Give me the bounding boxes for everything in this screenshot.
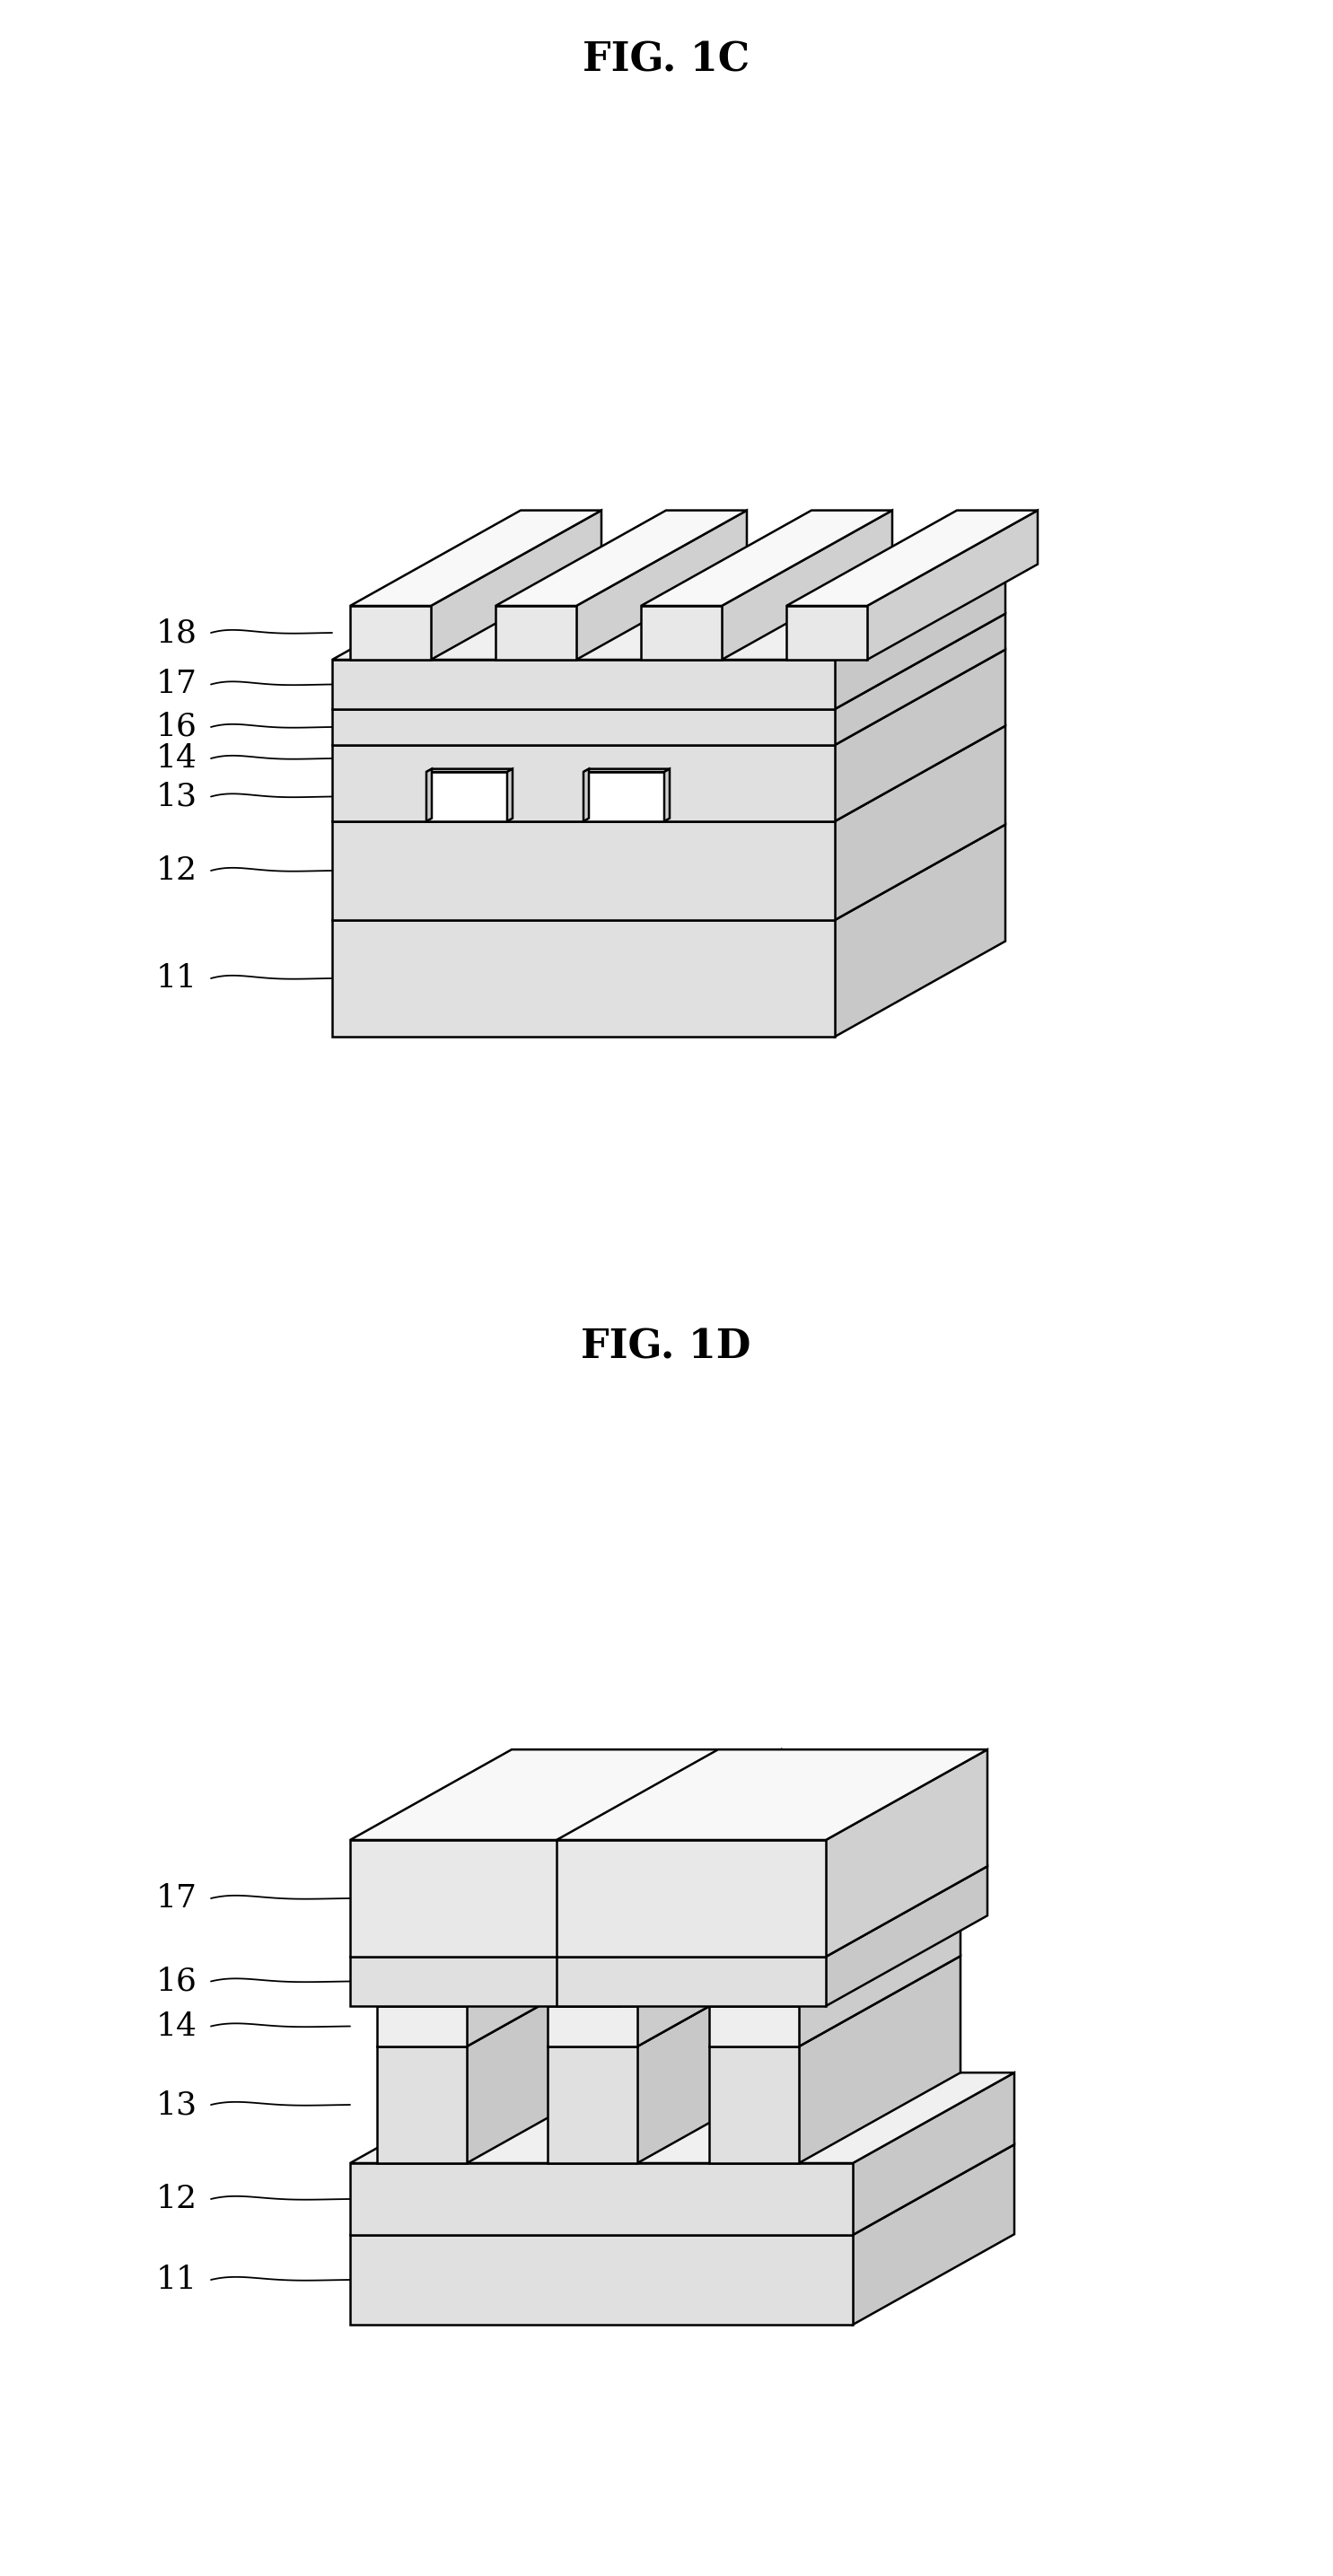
Polygon shape <box>721 510 892 659</box>
Text: FIG. 1C: FIG. 1C <box>583 41 749 80</box>
Polygon shape <box>548 1955 798 2045</box>
Text: 16: 16 <box>156 1965 197 1996</box>
Polygon shape <box>377 2007 467 2045</box>
Text: 13: 13 <box>156 781 197 811</box>
Polygon shape <box>332 649 1005 744</box>
Text: 16: 16 <box>156 711 197 742</box>
Polygon shape <box>332 822 834 920</box>
Polygon shape <box>584 773 664 822</box>
Polygon shape <box>709 2045 798 2164</box>
Polygon shape <box>798 1955 961 2164</box>
Polygon shape <box>431 510 601 659</box>
Polygon shape <box>834 649 1005 822</box>
Polygon shape <box>557 1958 826 2007</box>
Polygon shape <box>377 2045 467 2164</box>
Polygon shape <box>557 1865 988 1958</box>
Polygon shape <box>557 1839 826 1958</box>
Polygon shape <box>351 1839 620 1958</box>
Polygon shape <box>548 1917 798 2007</box>
Text: 12: 12 <box>156 855 197 886</box>
Polygon shape <box>351 1958 620 2007</box>
Text: FIG. 1D: FIG. 1D <box>581 1329 750 1368</box>
Polygon shape <box>834 824 1005 1036</box>
Polygon shape <box>798 1917 961 2045</box>
Polygon shape <box>786 510 1037 605</box>
Polygon shape <box>427 768 432 822</box>
Polygon shape <box>664 768 669 822</box>
Polygon shape <box>853 2074 1014 2236</box>
Polygon shape <box>548 2045 637 2164</box>
Polygon shape <box>557 1749 988 1839</box>
Polygon shape <box>641 510 892 605</box>
Polygon shape <box>351 605 431 659</box>
Polygon shape <box>853 2143 1014 2324</box>
Polygon shape <box>786 605 868 659</box>
Polygon shape <box>548 2007 637 2045</box>
Polygon shape <box>496 510 746 605</box>
Polygon shape <box>709 1917 961 2007</box>
Polygon shape <box>351 510 601 605</box>
Polygon shape <box>351 1749 781 1839</box>
Polygon shape <box>467 1955 628 2164</box>
Polygon shape <box>332 744 834 822</box>
Text: 17: 17 <box>156 670 197 701</box>
Polygon shape <box>620 1749 781 1958</box>
Polygon shape <box>834 613 1005 744</box>
Polygon shape <box>868 510 1037 659</box>
Polygon shape <box>637 1955 798 2164</box>
Polygon shape <box>351 1865 781 1958</box>
Polygon shape <box>496 605 576 659</box>
Polygon shape <box>826 1749 988 1958</box>
Polygon shape <box>637 1917 798 2045</box>
Polygon shape <box>351 2074 1014 2164</box>
Polygon shape <box>332 659 834 708</box>
Polygon shape <box>584 768 669 773</box>
Polygon shape <box>641 605 721 659</box>
Polygon shape <box>427 773 507 822</box>
Polygon shape <box>834 726 1005 920</box>
Polygon shape <box>351 2236 853 2324</box>
Text: 11: 11 <box>156 963 197 994</box>
Polygon shape <box>377 1955 628 2045</box>
Polygon shape <box>332 564 1005 659</box>
Polygon shape <box>576 510 746 659</box>
Polygon shape <box>351 2164 853 2236</box>
Polygon shape <box>427 768 513 773</box>
Text: 14: 14 <box>156 744 197 773</box>
Polygon shape <box>332 613 1005 708</box>
Polygon shape <box>620 1865 781 2007</box>
Text: 13: 13 <box>156 2089 197 2120</box>
Text: 17: 17 <box>156 1883 197 1914</box>
Text: 14: 14 <box>156 2012 197 2043</box>
Polygon shape <box>351 2143 1014 2236</box>
Polygon shape <box>332 726 1005 822</box>
Text: 18: 18 <box>156 618 197 649</box>
Text: 12: 12 <box>156 2184 197 2215</box>
Polygon shape <box>826 1865 988 2007</box>
Polygon shape <box>377 1917 628 2007</box>
Polygon shape <box>709 1955 961 2045</box>
Polygon shape <box>584 768 589 822</box>
Polygon shape <box>332 708 834 744</box>
Polygon shape <box>467 1917 628 2045</box>
Polygon shape <box>332 824 1005 920</box>
Polygon shape <box>834 564 1005 708</box>
Polygon shape <box>332 920 834 1036</box>
Polygon shape <box>507 768 513 822</box>
Polygon shape <box>709 2007 798 2045</box>
Text: 11: 11 <box>156 2264 197 2295</box>
